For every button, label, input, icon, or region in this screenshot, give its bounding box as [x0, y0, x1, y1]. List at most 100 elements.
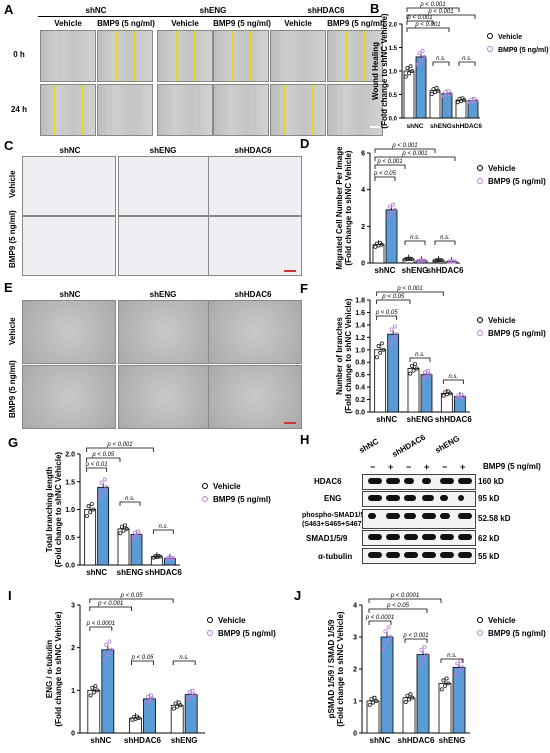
data-point — [391, 336, 396, 341]
data-point — [145, 694, 150, 699]
wound-image — [213, 30, 269, 82]
data-point — [379, 341, 384, 346]
significance-label: p < 0.001 — [391, 143, 417, 149]
wound-edge-line — [134, 31, 135, 81]
wound-edge-line — [341, 85, 342, 135]
significance-bracket — [406, 27, 450, 32]
data-point — [445, 92, 450, 97]
bar — [429, 90, 441, 119]
group-header-shhdac6: shHDAC6 — [234, 290, 272, 299]
x-tick-label: shHDAC6 — [145, 568, 182, 577]
y-tick-label: 0 — [361, 261, 365, 268]
significance-bracket — [368, 608, 428, 613]
data-point — [385, 639, 390, 644]
x-tick-label: shNC — [86, 568, 107, 577]
protein-label-psmad-sites: (S463+S465+S467) — [302, 521, 364, 528]
y-tick-label: 0.5 — [65, 535, 75, 542]
y-axis-label: Number of branches — [335, 317, 344, 395]
significance-label: p < 0.05 — [131, 655, 155, 661]
significance-bracket — [406, 20, 434, 25]
significance-bracket — [440, 658, 464, 663]
significance-bracket — [86, 447, 154, 452]
legend-marker-vehicle — [477, 617, 483, 623]
tube-image — [118, 365, 212, 429]
wound-edge-line — [284, 85, 285, 135]
data-point — [137, 532, 142, 537]
bar — [163, 557, 176, 566]
wound-edge-line — [369, 85, 370, 135]
y-tick-label: 1.5 — [65, 479, 75, 486]
data-point — [441, 94, 446, 99]
data-point — [407, 697, 412, 702]
panel-label: J — [294, 588, 301, 603]
data-point — [192, 692, 197, 697]
y-tick-label: 6 — [361, 151, 365, 158]
y-tick-label: 0.5 — [389, 93, 398, 99]
wound-edge-line — [250, 31, 251, 81]
bar — [130, 534, 143, 566]
blot-band — [422, 513, 436, 519]
y-tick-label: 4 — [361, 187, 365, 194]
legend-marker-vehicle — [202, 483, 208, 489]
panel-label-e: E — [4, 280, 13, 295]
panel-label: F — [300, 281, 308, 296]
panel-label: I — [8, 588, 12, 603]
data-point — [378, 350, 383, 355]
significance-label: p < 0.05 — [386, 603, 410, 609]
significance-bracket — [442, 379, 464, 384]
x-tick-label: shENG — [439, 736, 466, 745]
mw-label: 95 kD — [478, 494, 500, 503]
data-point — [95, 688, 100, 693]
legend-label-vehicle: Vehicle — [213, 482, 241, 491]
y-axis-label: (Fold change to shNC Vehicle) — [54, 452, 63, 567]
significance-bracket — [376, 299, 411, 304]
data-point — [413, 362, 418, 367]
data-point — [474, 98, 479, 103]
data-point — [376, 344, 381, 349]
group-header-sheng: shENG — [149, 146, 177, 155]
blot-band — [458, 478, 472, 484]
significance-label: n.s. — [158, 524, 168, 530]
y-tick-label: 3 — [71, 603, 75, 610]
wound-edge-line — [289, 31, 290, 81]
treatment-header: Vehicle — [171, 19, 199, 28]
data-point — [422, 370, 427, 375]
data-point — [419, 57, 424, 62]
significance-bracket — [406, 14, 476, 19]
data-point — [386, 214, 391, 219]
significance-bracket — [432, 61, 450, 66]
data-point — [178, 703, 183, 708]
wound-edge-line — [255, 85, 256, 135]
tube-image — [22, 300, 116, 364]
wound-edge-line — [54, 85, 55, 135]
tube-image — [22, 365, 116, 429]
bar — [438, 683, 452, 734]
data-point — [409, 256, 414, 261]
blot-band — [368, 495, 382, 501]
data-point — [439, 687, 444, 692]
data-point — [421, 377, 426, 382]
y-tick-label: 4 — [353, 603, 357, 610]
significance-label: n.s. — [179, 655, 189, 661]
data-point — [388, 635, 393, 640]
data-point — [427, 372, 432, 377]
data-point — [101, 489, 106, 494]
transwell-image — [118, 156, 212, 216]
significance-bracket — [368, 620, 392, 625]
significance-bracket — [374, 148, 436, 153]
row-label-vehicle: Vehicle — [8, 170, 17, 198]
y-tick-label: 1 — [353, 699, 357, 706]
y-axis-label: Wound Healing — [371, 42, 380, 100]
data-point — [104, 642, 109, 647]
data-point — [104, 485, 109, 490]
wound-edge-line — [232, 31, 233, 81]
data-point — [86, 504, 91, 509]
blot-band — [368, 513, 376, 519]
blot-band — [422, 478, 431, 484]
data-point — [88, 510, 93, 515]
legend-label-bmp9: BMP9 (5 ng/ml) — [488, 177, 546, 186]
data-point — [451, 259, 456, 264]
data-point — [429, 92, 434, 97]
data-point — [420, 656, 425, 661]
significance-bracket — [152, 529, 174, 534]
